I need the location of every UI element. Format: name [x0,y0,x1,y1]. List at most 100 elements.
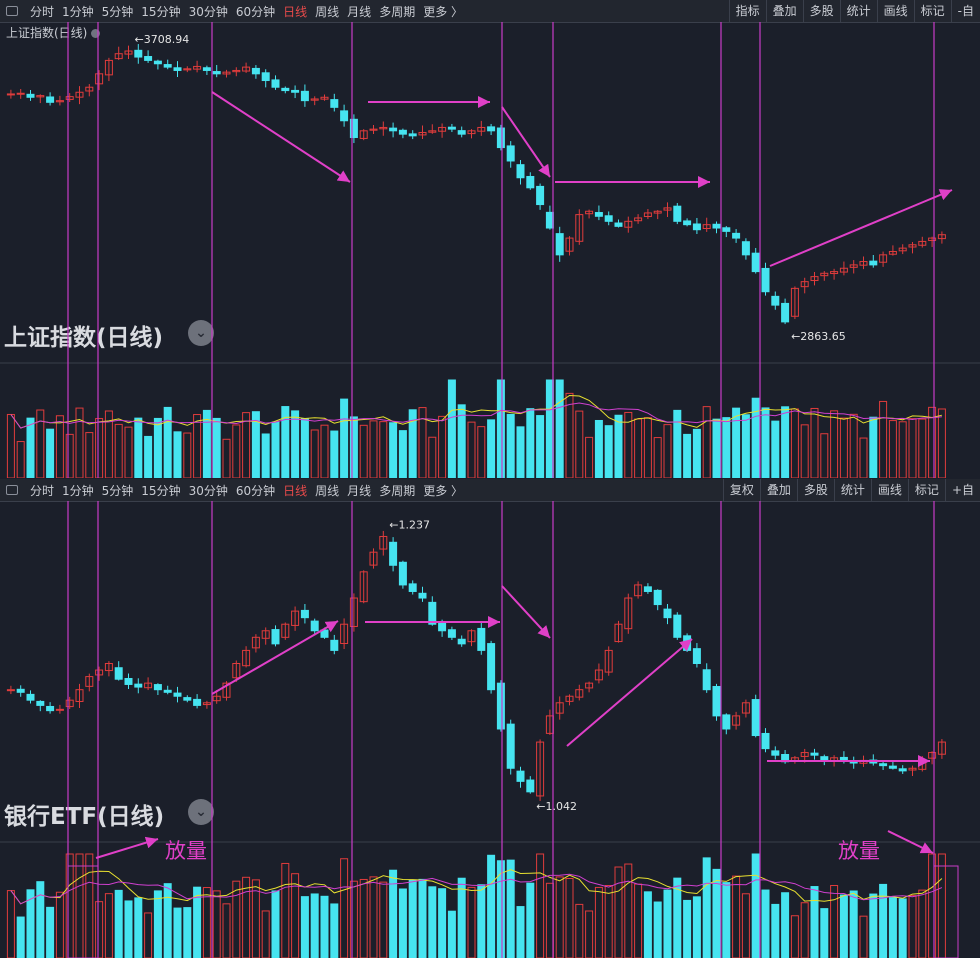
volume-bar [702,406,711,478]
candle-body [790,287,799,317]
volume-bar [418,878,427,958]
volume-bar [144,435,153,478]
top-timeframe-4[interactable]: 30分钟 [188,4,228,19]
candle-body [36,95,45,98]
bottom-timeframe-1[interactable]: 1分钟 [62,483,94,498]
low-price-label: ←1.042 [536,800,577,813]
candle-body [614,222,623,227]
top-tool-button-4[interactable]: 画线 [876,0,914,22]
bottom-tool-button-3[interactable]: 统计 [833,479,871,501]
top-timeframe-0[interactable]: 分时 [30,4,55,19]
top-tool-button-3[interactable]: 统计 [839,0,877,22]
volume-bar [281,862,290,958]
candle-body [291,610,300,626]
candle-body [359,130,368,139]
volume-bar [379,421,388,478]
top-tool-button-0[interactable]: 指标 [728,0,766,22]
volume-bar [722,417,731,478]
bottom-tool-button-1[interactable]: 叠加 [759,479,797,501]
candle-body [888,765,897,769]
volume-bar [536,415,545,478]
window-icon[interactable] [6,485,18,495]
candle-body [575,214,584,242]
top-tool-button-5[interactable]: 标记 [913,0,951,22]
candle-body [330,639,339,651]
bottom-tools-bar: 复权 叠加 多股 统计 画线 标记 +自 [722,479,980,501]
volume-bar [477,884,486,958]
volume-bar [643,417,652,478]
top-timeframe-8[interactable]: 月线 [347,4,372,19]
chevron-down-icon[interactable]: ⌄ [188,799,214,825]
bottom-timeframe-8[interactable]: 月线 [347,483,372,498]
bottom-timeframe-bar: 分时 1分钟 5分钟 15分钟 30分钟 60分钟 日线 周线 月线 多周期 更多 〉 [4,479,471,501]
candle-body [310,620,319,632]
top-tool-button-6[interactable]: -自 [950,0,980,22]
candle-body [781,302,790,323]
bottom-timeframe-7[interactable]: 周线 [315,483,340,498]
candle-body [673,205,682,222]
candle-body [477,627,486,651]
top-timeframe-10[interactable]: 更多 〉 [423,4,464,19]
top-timeframe-1[interactable]: 1分钟 [62,4,94,19]
volume-bar [36,409,45,478]
top-tool-button-1[interactable]: 叠加 [765,0,803,22]
top-timeframe-5[interactable]: 60分钟 [235,4,276,19]
bottom-chart-big-title: 银行ETF(日线) [4,804,165,830]
bottom-timeframe-4[interactable]: 30分钟 [188,483,228,498]
bottom-timeframe-9[interactable]: 多周期 [379,483,416,498]
top-tools-bar: 指标 叠加 多股 统计 画线 标记 -自 [728,0,980,22]
volume-bar [487,419,496,478]
bottom-tool-button-4[interactable]: 画线 [870,479,908,501]
top-timeframe-3[interactable]: 15分钟 [141,4,181,19]
candle-body [16,92,25,95]
candle-body [849,264,858,268]
volume-bar [369,420,378,478]
bottom-timeframe-2[interactable]: 5分钟 [101,483,134,498]
bottom-tool-button-6[interactable]: +自 [944,479,980,501]
bottom-tool-button-0[interactable]: 复权 [722,479,760,501]
candle-body [212,71,221,75]
chevron-down-icon[interactable]: ⌄ [188,320,214,346]
candle-body [761,732,770,750]
bottom-timeframe-3[interactable]: 15分钟 [141,483,181,498]
volume-bar [242,876,251,958]
top-tool-button-2[interactable]: 多股 [802,0,840,22]
candle-body [496,127,505,149]
candle-body [732,715,741,726]
candle-body [349,118,358,139]
volume-bar [908,895,917,958]
volume-bar [790,408,799,478]
top-timeframe-9[interactable]: 多周期 [379,4,416,19]
candle-body [467,630,476,643]
bottom-tool-button-2[interactable]: 多股 [796,479,834,501]
top-timeframe-2[interactable]: 5分钟 [101,4,134,19]
volume-bar [565,877,574,958]
volume-bar [683,899,692,958]
top-timeframe-6[interactable]: 日线 [283,4,308,19]
candle-body [261,72,270,82]
high-price-label: ←3708.94 [135,33,190,46]
volume-bar [467,421,476,478]
volume-bar [310,893,319,958]
candle-body [810,752,819,756]
volume-bar [790,915,799,958]
candle-body [85,676,94,687]
candle-body [653,589,662,606]
bottom-timeframe-10[interactable]: 更多 〉 [423,483,464,498]
candle-body [771,750,780,756]
candle-body [643,586,652,592]
volume-bar [634,883,643,958]
candle-body [506,723,515,769]
bottom-timeframe-0[interactable]: 分时 [30,483,55,498]
candle-body [55,100,64,103]
bottom-chart-panel: 分时 1分钟 5分钟 15分钟 30分钟 60分钟 日线 周线 月线 多周期 更多 〉 复权 叠加 多股… [0,479,980,958]
window-icon[interactable] [6,6,18,16]
bottom-timeframe-5[interactable]: 60分钟 [235,483,276,498]
dropdown-dot-icon[interactable] [91,29,101,38]
volume-bar [16,441,25,478]
bottom-tool-button-5[interactable]: 标记 [907,479,945,501]
candle-body [320,629,329,638]
bottom-timeframe-6[interactable]: 日线 [283,483,308,498]
top-timeframe-7[interactable]: 周线 [315,4,340,19]
volume-bar [251,411,260,478]
